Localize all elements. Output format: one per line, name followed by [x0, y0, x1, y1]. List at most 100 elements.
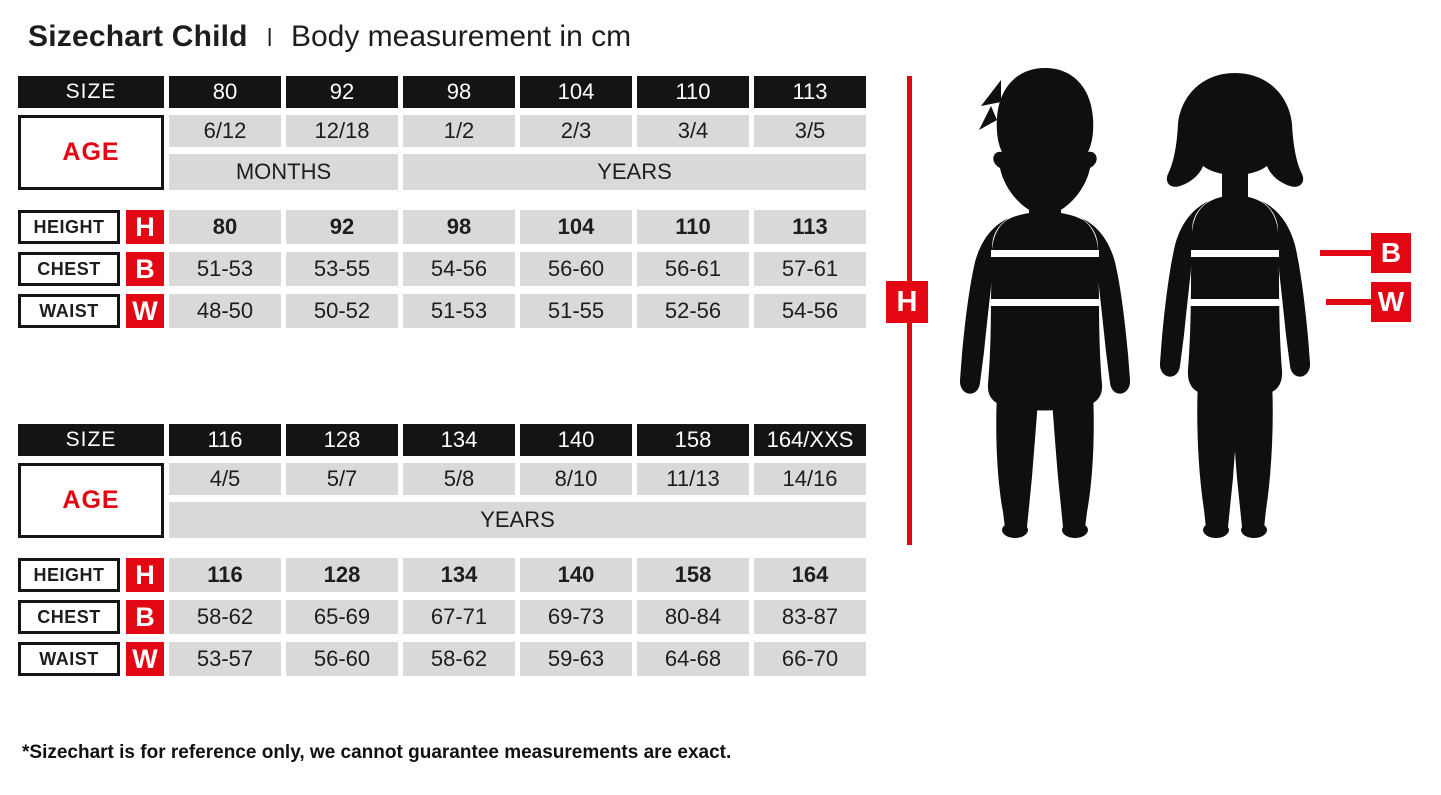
girl-chest-line	[1191, 250, 1279, 257]
height-value-cell: 116	[169, 558, 281, 592]
table1-header-grid: SIZE 80 92 98 104 110 113 AGE 6/12 12/18 1/2 2/3 3/4…	[18, 76, 866, 190]
boy-silhouette-icon	[959, 68, 1131, 538]
waist-pointer-line	[1326, 299, 1372, 305]
title-divider: I	[266, 21, 273, 52]
chest-value-cell: 58-62	[169, 600, 281, 634]
height-value-cell: 80	[169, 210, 281, 244]
waist-value-cell: 53-57	[169, 642, 281, 676]
height-value-cell: 140	[520, 558, 632, 592]
age-cell: 14/16	[754, 463, 866, 495]
age-cell: 6/12	[169, 115, 281, 147]
page-title: Sizechart Child I Body measurement in cm	[28, 20, 631, 54]
height-value-cell: 134	[403, 558, 515, 592]
waist-value-cell: 66-70	[754, 642, 866, 676]
waist-value-cell: 48-50	[169, 294, 281, 328]
chest-value-cell: 65-69	[286, 600, 398, 634]
waist-value-cell: 54-56	[754, 294, 866, 328]
waist-value-cell: 52-56	[637, 294, 749, 328]
table2-header-grid: SIZE 116 128 134 140 158 164/XXS AGE 4/5 5/7 5/8 8/…	[18, 424, 866, 538]
height-value-cell: 113	[754, 210, 866, 244]
chest-letter-badge: B	[126, 600, 164, 634]
height-value-cell: 104	[520, 210, 632, 244]
chest-value-cell: 67-71	[403, 600, 515, 634]
age-cell: 1/2	[403, 115, 515, 147]
height-value-cell: 158	[637, 558, 749, 592]
size-cell: 134	[403, 424, 515, 456]
age-cell: 3/4	[637, 115, 749, 147]
chest-value-cell: 51-53	[169, 252, 281, 286]
size-cell: 92	[286, 76, 398, 108]
size-cell: 113	[754, 76, 866, 108]
age-cell: 12/18	[286, 115, 398, 147]
chest-value-cell: 80-84	[637, 600, 749, 634]
waist-label-box: WAIST	[18, 294, 120, 328]
waist-value-cell: 64-68	[637, 642, 749, 676]
waist-row-label: WAIST W	[18, 642, 164, 676]
chest-value-cell: 69-73	[520, 600, 632, 634]
size-cell: 140	[520, 424, 632, 456]
waist-value-cell: 50-52	[286, 294, 398, 328]
age-row-label: AGE	[18, 115, 164, 190]
size-row-label: SIZE	[18, 76, 164, 108]
size-cell: 158	[637, 424, 749, 456]
boy-waist-line	[990, 299, 1100, 306]
age-unit-cell: YEARS	[403, 154, 866, 190]
age-cell: 8/10	[520, 463, 632, 495]
height-value-cell: 128	[286, 558, 398, 592]
height-letter-badge: H	[126, 210, 164, 244]
age-unit-cell: YEARS	[169, 502, 866, 538]
waist-value-cell: 51-55	[520, 294, 632, 328]
chest-label-box: CHEST	[18, 252, 120, 286]
waist-letter-badge: W	[126, 294, 164, 328]
chest-value-cell: 54-56	[403, 252, 515, 286]
height-label-box: HEIGHT	[18, 558, 120, 592]
age-cell: 5/8	[403, 463, 515, 495]
waist-row-label: WAIST W	[18, 294, 164, 328]
chest-row-label: CHEST B	[18, 600, 164, 634]
disclaimer-note: *Sizechart is for reference only, we can…	[22, 742, 732, 763]
chest-value-cell: 53-55	[286, 252, 398, 286]
size-cell: 98	[403, 76, 515, 108]
boy-chest-line	[991, 250, 1099, 257]
waist-label-box: WAIST	[18, 642, 120, 676]
table1-measure-grid: HEIGHT H 80 92 98 104 110 113 CHEST B 51-53 53-55 54…	[18, 210, 866, 328]
height-row-label: HEIGHT H	[18, 558, 164, 592]
chest-value-cell: 56-61	[637, 252, 749, 286]
title-main: Sizechart Child	[28, 20, 248, 53]
age-cell: 5/7	[286, 463, 398, 495]
chest-letter-badge: B	[126, 252, 164, 286]
chest-value-cell: 83-87	[754, 600, 866, 634]
girl-waist-line	[1189, 299, 1281, 306]
age-row-label: AGE	[18, 463, 164, 538]
height-value-cell: 110	[637, 210, 749, 244]
height-value-cell: 98	[403, 210, 515, 244]
age-cell: 4/5	[169, 463, 281, 495]
size-cell: 110	[637, 76, 749, 108]
girl-silhouette-icon	[1159, 73, 1311, 538]
height-value-cell: 92	[286, 210, 398, 244]
waist-value-cell: 56-60	[286, 642, 398, 676]
height-row-label: HEIGHT H	[18, 210, 164, 244]
height-value-cell: 164	[754, 558, 866, 592]
height-label-box: HEIGHT	[18, 210, 120, 244]
waist-badge: W	[1371, 282, 1411, 322]
size-row-label: SIZE	[18, 424, 164, 456]
size-cell: 80	[169, 76, 281, 108]
waist-letter-badge: W	[126, 642, 164, 676]
size-cell: 116	[169, 424, 281, 456]
table2-measure-grid: HEIGHT H 116 128 134 140 158 164 CHEST B 58-62 65-6…	[18, 558, 866, 676]
chest-badge: B	[1371, 233, 1411, 273]
chest-row-label: CHEST B	[18, 252, 164, 286]
size-cell: 164/XXS	[754, 424, 866, 456]
age-cell: 3/5	[754, 115, 866, 147]
size-cell: 128	[286, 424, 398, 456]
height-badge: H	[886, 281, 928, 323]
title-subtitle: Body measurement in cm	[290, 20, 632, 53]
age-cell: 11/13	[637, 463, 749, 495]
chest-value-cell: 56-60	[520, 252, 632, 286]
waist-value-cell: 59-63	[520, 642, 632, 676]
waist-value-cell: 58-62	[403, 642, 515, 676]
height-letter-badge: H	[126, 558, 164, 592]
age-cell: 2/3	[520, 115, 632, 147]
